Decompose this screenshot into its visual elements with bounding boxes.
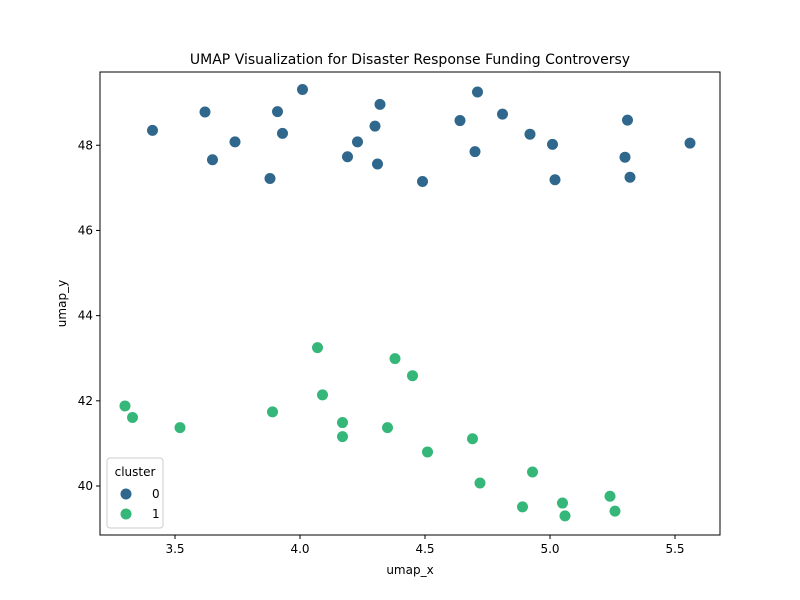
- data-point-cluster-0: [146, 123, 159, 137]
- data-point-cluster-1: [311, 341, 324, 355]
- data-point-cluster-1: [558, 509, 572, 523]
- data-point-cluster-0: [206, 153, 219, 167]
- data-point-cluster-1: [126, 410, 139, 424]
- data-point-cluster-1: [266, 405, 279, 419]
- data-point-cluster-0: [623, 170, 637, 184]
- data-point-cluster-0: [468, 145, 482, 159]
- data-point-cluster-1: [173, 421, 187, 435]
- data-point-cluster-0: [263, 171, 277, 185]
- data-point-cluster-1: [388, 352, 402, 366]
- data-point-cluster-1: [603, 489, 617, 503]
- x-tick-label: 3.5: [165, 542, 184, 556]
- data-point-cluster-1: [316, 388, 329, 402]
- data-point-cluster-0: [621, 113, 634, 127]
- data-points: [118, 82, 697, 523]
- data-point-cluster-0: [373, 97, 387, 111]
- y-tick-label: 44: [78, 309, 93, 323]
- data-point-cluster-1: [381, 421, 394, 435]
- data-point-cluster-1: [118, 399, 132, 413]
- chart-title: UMAP Visualization for Disaster Response…: [190, 52, 630, 68]
- data-point-cluster-1: [608, 504, 622, 518]
- y-axis-label: umap_y: [55, 280, 69, 327]
- data-point-cluster-1: [336, 430, 349, 444]
- x-tick-label: 4.5: [415, 542, 434, 556]
- data-point-cluster-0: [368, 119, 382, 133]
- data-point-cluster-0: [496, 107, 509, 121]
- x-tick-label: 5.0: [540, 542, 559, 556]
- data-point-cluster-1: [421, 445, 434, 459]
- data-point-cluster-1: [466, 432, 479, 446]
- legend-title: cluster: [115, 465, 156, 479]
- data-point-cluster-1: [526, 465, 539, 479]
- legend-marker-0: [119, 487, 133, 501]
- data-point-cluster-1: [336, 416, 349, 430]
- legend: cluster 0 1: [106, 457, 164, 529]
- data-point-cluster-0: [296, 82, 309, 96]
- data-point-cluster-1: [516, 500, 529, 514]
- data-point-cluster-0: [371, 157, 384, 171]
- data-point-cluster-0: [471, 85, 484, 99]
- legend-marker-1: [119, 507, 133, 521]
- legend-label-1: 1: [152, 507, 160, 521]
- x-tick-label: 4.0: [290, 542, 309, 556]
- data-point-cluster-0: [276, 126, 289, 140]
- data-point-cluster-0: [523, 127, 537, 141]
- data-point-cluster-0: [228, 135, 242, 149]
- x-axis-label: umap_x: [386, 563, 433, 577]
- data-point-cluster-0: [548, 173, 562, 187]
- data-point-cluster-0: [271, 105, 284, 119]
- data-point-cluster-0: [351, 135, 364, 149]
- y-tick-label: 46: [78, 223, 93, 237]
- data-point-cluster-0: [618, 150, 632, 164]
- legend-label-0: 0: [152, 487, 160, 501]
- data-point-cluster-0: [198, 105, 212, 119]
- data-point-cluster-0: [546, 137, 559, 151]
- y-tick-label: 42: [78, 394, 93, 408]
- data-point-cluster-0: [416, 174, 429, 188]
- plot-area: [99, 71, 721, 536]
- data-point-cluster-0: [341, 150, 354, 164]
- y-tick-label: 40: [78, 479, 93, 493]
- y-tick-label: 48: [78, 138, 93, 152]
- x-axis: 3.5 4.0 4.5 5.0 5.5: [165, 535, 685, 556]
- y-axis: 40 42 44 46 48: [78, 138, 100, 493]
- data-point-cluster-1: [473, 476, 487, 490]
- x-tick-label: 5.5: [665, 542, 684, 556]
- data-point-cluster-1: [406, 369, 419, 383]
- data-point-cluster-0: [683, 136, 697, 150]
- data-point-cluster-1: [556, 496, 569, 510]
- data-point-cluster-0: [453, 114, 467, 128]
